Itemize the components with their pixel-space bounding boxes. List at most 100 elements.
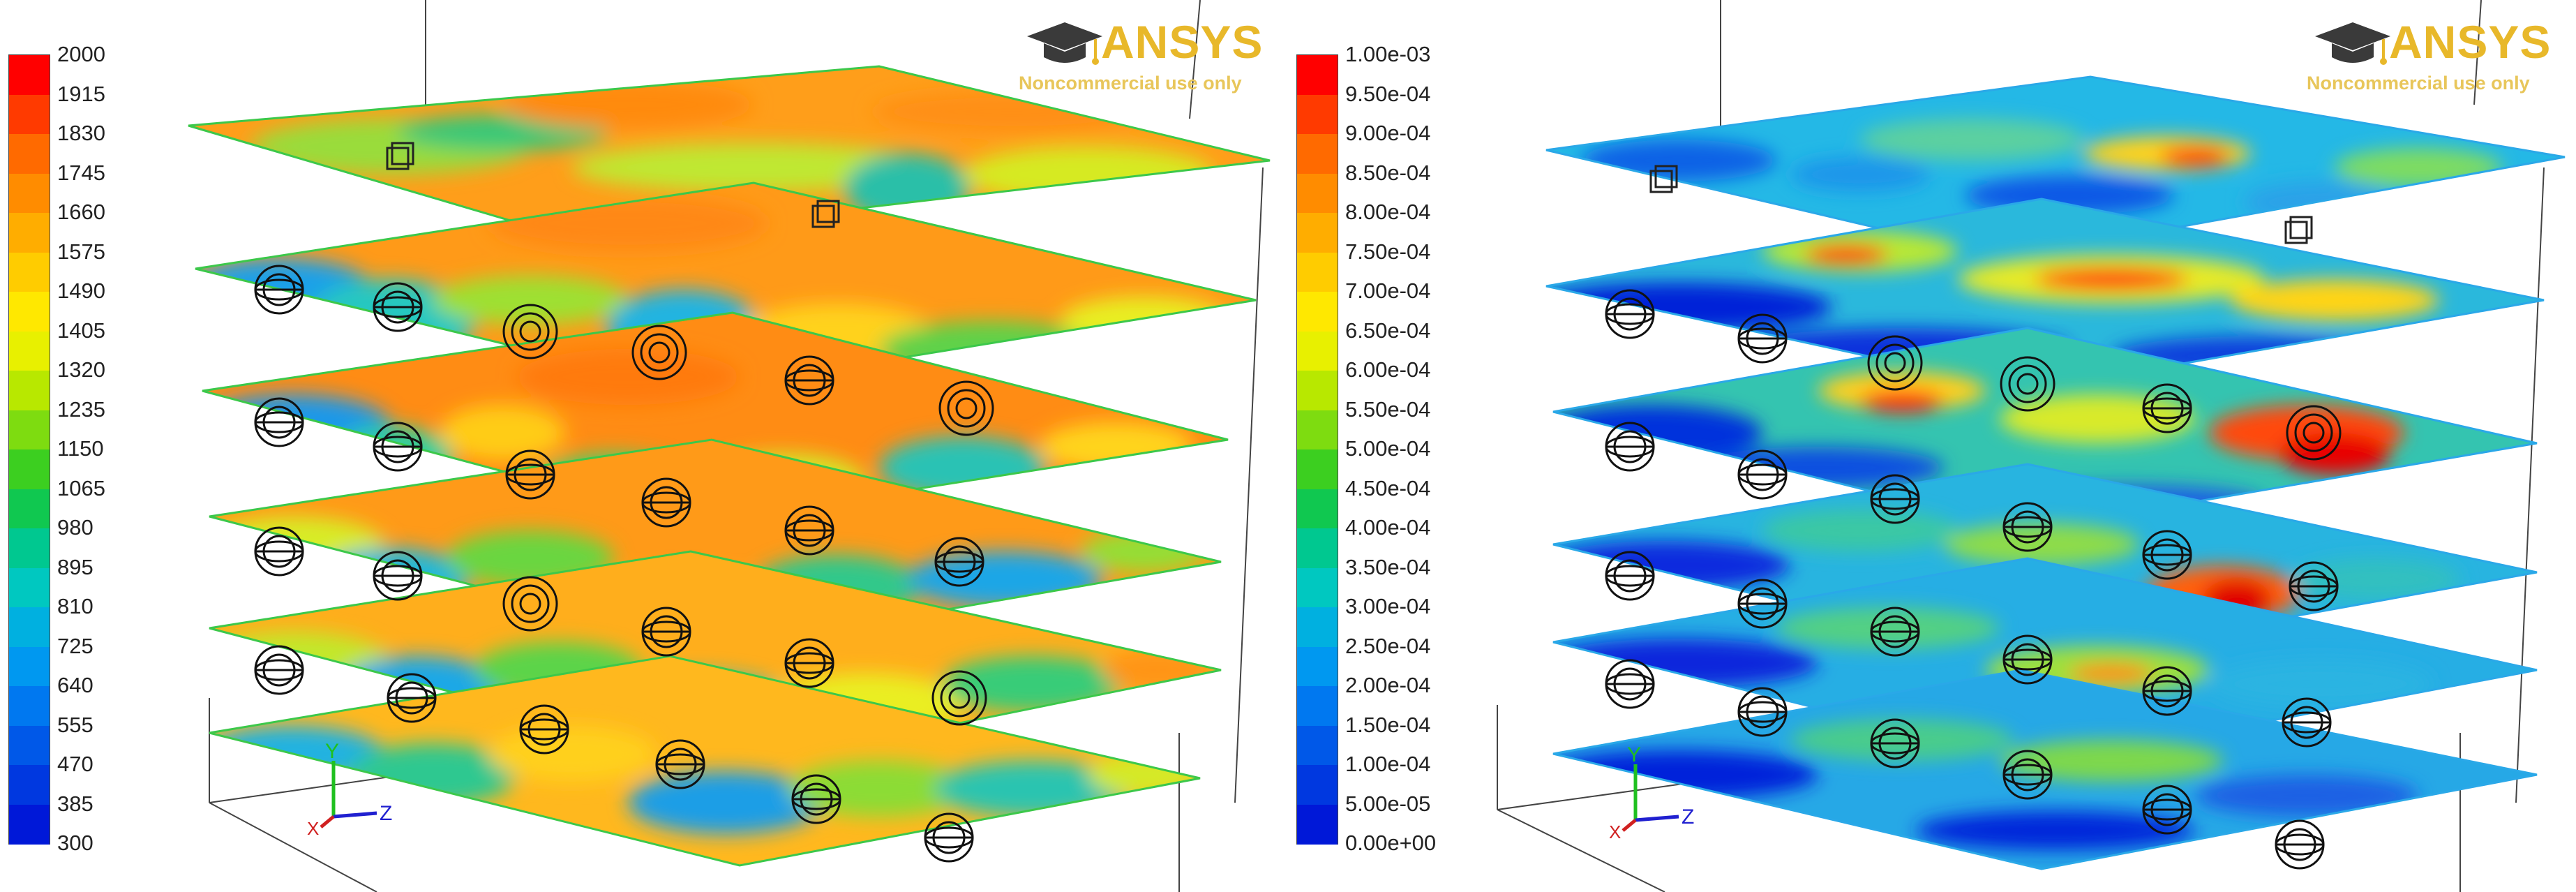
colorbar-band	[9, 173, 50, 214]
concentration-scene: Y Z X	[1497, 0, 2566, 892]
colorbar-tick-label: 5.00e-04	[1345, 436, 1431, 461]
colorbar-tick-label: 9.50e-04	[1345, 81, 1431, 106]
nozzle	[373, 551, 423, 601]
colorbar-tick-label: 7.00e-04	[1345, 278, 1431, 303]
nozzle	[1870, 718, 1920, 768]
logo-subtitle: Noncommercial use only	[2307, 73, 2530, 94]
burner-nozzles	[1605, 289, 2342, 870]
nozzle	[1737, 579, 1788, 629]
inlet-boxes	[1649, 165, 2313, 244]
colorbar-tick-label: 3.00e-04	[1345, 594, 1431, 618]
colorbar-tick-label: 5.00e-05	[1345, 791, 1431, 816]
colorbar-tick-label: 2.00e-04	[1345, 673, 1431, 697]
colorbar-band	[1297, 134, 1338, 174]
colorbar-band	[9, 489, 50, 529]
colorbar-band	[9, 292, 50, 332]
colorbar-band	[9, 410, 50, 450]
colorbar-band	[9, 213, 50, 253]
nozzle	[373, 422, 423, 472]
colorbar-band	[1297, 173, 1338, 214]
colorbar-tick-label: 725	[57, 633, 93, 658]
nozzle	[1605, 659, 1655, 709]
colorbar-band	[1297, 804, 1338, 845]
nozzle	[2282, 697, 2332, 748]
triad-y-label: Y	[1627, 743, 1641, 766]
nozzle	[373, 282, 423, 332]
colorbar-tick-label: 2.50e-04	[1345, 633, 1431, 658]
nozzle	[924, 812, 974, 863]
triad-x-label: X	[1609, 822, 1621, 842]
nozzle	[1737, 449, 1788, 500]
colorbar-tick-label: 7.50e-04	[1345, 239, 1431, 264]
colorbar-band	[1297, 331, 1338, 371]
nozzle	[254, 645, 304, 695]
colorbar-tick-label: 1235	[57, 396, 105, 422]
nozzle	[655, 739, 705, 789]
nozzle	[1867, 335, 1923, 391]
logo-subtitle: Noncommercial use only	[1019, 73, 1242, 94]
colorbar-tick-label: 1915	[57, 81, 105, 106]
colorbar-band	[1297, 213, 1338, 253]
colorbar-band	[1297, 371, 1338, 410]
nozzle	[1870, 474, 1920, 524]
nozzle	[2142, 666, 2192, 716]
nozzle	[631, 325, 687, 380]
colorbar-band	[1297, 528, 1338, 568]
colorbar-band	[9, 94, 50, 135]
nozzle	[254, 265, 304, 315]
colorbar-tick-label: 980	[57, 515, 93, 540]
temperature-colorbar	[8, 54, 50, 845]
colorbar-tick-label: 6.50e-04	[1345, 318, 1431, 343]
colorbar-tick-label: 1.00e-03	[1345, 42, 1431, 66]
ansys-logo: ANSYS Noncommercial use only	[1019, 15, 1270, 99]
triad-z-label: Z	[1682, 805, 1694, 828]
colorbar-band	[9, 686, 50, 726]
colorbar-tick-label: 1065	[57, 475, 105, 500]
temperature-scene: Y Z X	[188, 0, 1271, 892]
colorbar-band	[9, 55, 50, 95]
colorbar-band	[9, 252, 50, 292]
colorbar-tick-label: 300	[57, 831, 93, 855]
colorbar-tick-label: 6.00e-04	[1345, 357, 1431, 382]
colorbar-tick-label: 9.00e-04	[1345, 121, 1431, 145]
colorbar-tick-label: 1320	[57, 357, 105, 382]
nozzle	[2002, 634, 2053, 685]
nozzle	[934, 537, 984, 587]
colorbar-band	[1297, 94, 1338, 135]
colorbar-tick-label: 385	[57, 791, 93, 816]
colorbar-band	[9, 725, 50, 766]
colorbar-tick-label: 0.00e+00	[1345, 831, 1437, 855]
nozzle	[791, 774, 841, 824]
nozzle	[254, 397, 304, 447]
nozzle	[1737, 313, 1788, 364]
logo-wordmark: ANSYS	[2389, 16, 2552, 68]
axis-triad: Y Z X	[1609, 743, 1694, 842]
nozzle	[2275, 819, 2325, 870]
nozzle	[784, 355, 834, 406]
nozzle	[505, 449, 555, 500]
colorbar-tick-label: 1405	[57, 318, 105, 343]
colorbar-tick-label: 4.50e-04	[1345, 475, 1431, 500]
temperature-colorbar-labels: 2000 1915 1830 1745 1660 1575 1490 1405 1320 1235…	[57, 40, 176, 860]
triad-z-label: Z	[380, 802, 392, 825]
nozzle	[502, 304, 558, 359]
colorbar-tick-label: 8.00e-04	[1345, 200, 1431, 224]
nozzle	[502, 576, 558, 632]
nozzle	[2142, 785, 2192, 835]
axis-triad: Y Z X	[307, 740, 392, 839]
colorbar-band	[9, 804, 50, 845]
colorbar-tick-label: 555	[57, 712, 93, 737]
colorbar-tick-label: 8.50e-04	[1345, 160, 1431, 185]
colorbar-band	[9, 331, 50, 371]
colorbar-tick-label: 1830	[57, 121, 105, 145]
contour-plane-6	[1552, 669, 2538, 870]
colorbar-band	[1297, 725, 1338, 766]
colorbar-tick-label: 2000	[57, 42, 105, 66]
colorbar-band	[9, 449, 50, 489]
colorbar-band	[1297, 607, 1338, 647]
domain-wireframe	[209, 0, 1264, 892]
colorbar-band	[9, 567, 50, 608]
nozzle	[938, 380, 994, 436]
nozzle	[1605, 422, 1655, 472]
nozzle	[1605, 289, 1655, 339]
